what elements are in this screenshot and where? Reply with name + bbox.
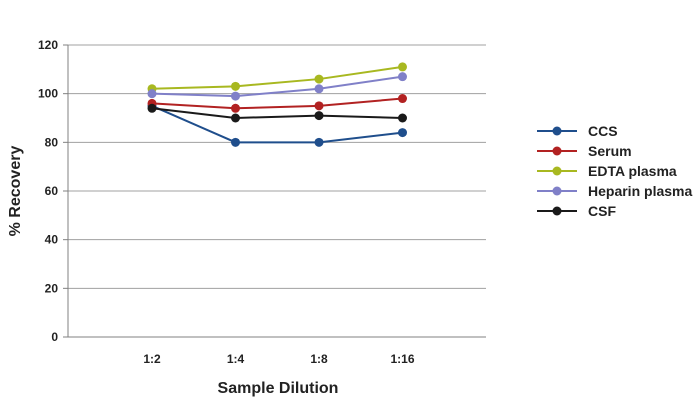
legend-marker-edta-plasma <box>552 166 562 176</box>
legend-label-ccs: CCS <box>588 123 618 139</box>
data-point-ccs-1 <box>231 137 240 147</box>
series-lines <box>147 62 407 147</box>
data-point-serum-2 <box>314 101 324 111</box>
data-point-ccs-3 <box>398 128 407 138</box>
data-point-ccs-2 <box>314 137 324 147</box>
data-point-heparin-plasma-3 <box>398 72 407 82</box>
legend-marker-csf <box>552 206 562 216</box>
legend-label-heparin-plasma: Heparin plasma <box>588 183 692 199</box>
tick-labels: 0 20 40 60 80 100 120 1:2 1:4 1:8 1:16 <box>38 38 415 366</box>
legend: CCS Serum EDTA plasma Heparin plasma CSF <box>537 123 692 219</box>
data-point-csf-0 <box>147 103 157 113</box>
y-axis-title: % Recovery <box>7 146 24 237</box>
x-tick-label-1:2: 1:2 <box>143 352 161 366</box>
data-point-csf-1 <box>231 113 240 123</box>
series-line-ccs <box>151 104 403 144</box>
data-point-csf-3 <box>398 113 407 123</box>
legend-label-serum: Serum <box>588 143 632 159</box>
y-tick-label-40: 40 <box>45 233 59 247</box>
data-point-edta-plasma-1 <box>231 81 240 91</box>
series-line-csf <box>151 107 403 120</box>
x-tick-label-1:4: 1:4 <box>227 352 245 366</box>
data-point-serum-3 <box>398 94 407 104</box>
axes <box>63 44 486 338</box>
data-point-heparin-plasma-2 <box>314 84 324 94</box>
data-point-heparin-plasma-0 <box>147 89 157 99</box>
legend-marker-ccs <box>552 126 562 136</box>
data-point-edta-plasma-3 <box>398 62 407 72</box>
series-line-heparin-plasma <box>151 75 403 98</box>
data-point-serum-1 <box>231 103 240 113</box>
series-line-serum <box>151 97 403 110</box>
legend-marker-heparin-plasma <box>552 186 562 196</box>
x-tick-label-1:16: 1:16 <box>390 352 414 366</box>
series-line-edta-plasma <box>151 65 403 90</box>
gridlines <box>68 44 486 289</box>
data-point-csf-2 <box>314 111 324 121</box>
x-tick-label-1:8: 1:8 <box>310 352 328 366</box>
y-tick-label-80: 80 <box>45 135 59 149</box>
y-tick-label-100: 100 <box>38 87 58 101</box>
legend-marker-serum <box>552 146 562 156</box>
legend-label-csf: CSF <box>588 203 616 219</box>
legend-label-edta-plasma: EDTA plasma <box>588 163 677 179</box>
y-tick-label-60: 60 <box>45 184 59 198</box>
y-tick-label-20: 20 <box>45 281 59 295</box>
y-tick-label-0: 0 <box>51 330 58 344</box>
x-axis-title: Sample Dilution <box>218 380 339 397</box>
data-point-edta-plasma-2 <box>314 74 324 84</box>
y-tick-label-120: 120 <box>38 38 58 52</box>
data-point-heparin-plasma-1 <box>231 91 240 101</box>
